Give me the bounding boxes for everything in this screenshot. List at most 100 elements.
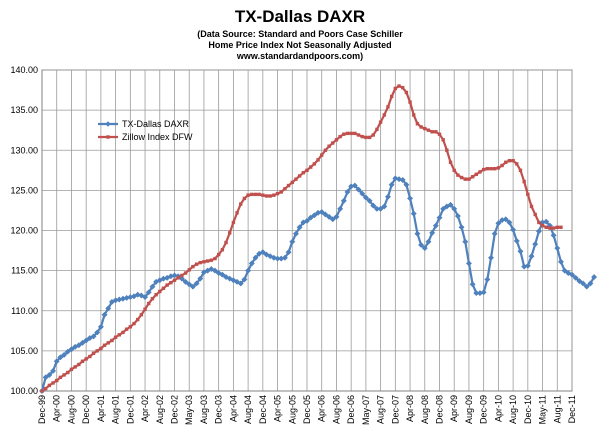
data-point: [447, 201, 454, 208]
data-point: [73, 365, 77, 369]
data-point: [312, 162, 317, 166]
data-point: [437, 132, 442, 136]
data-point: [268, 194, 272, 198]
data-point: [286, 183, 291, 188]
data-point: [425, 238, 432, 245]
x-tick-label: Aug-09: [464, 395, 474, 424]
data-point: [187, 268, 191, 272]
data-point: [337, 205, 344, 212]
data-point: [360, 134, 364, 139]
data-point: [40, 389, 44, 393]
x-tick-label: Dec-10: [523, 395, 533, 424]
data-point: [340, 197, 347, 204]
data-point: [279, 190, 283, 194]
data-point: [378, 120, 383, 124]
data-point: [95, 349, 99, 353]
data-point: [414, 230, 421, 237]
data-point: [211, 267, 219, 274]
x-tick-label: Dec-99: [37, 395, 47, 424]
x-tick-label: Aug-03: [199, 395, 209, 424]
data-point: [327, 144, 331, 148]
data-point: [84, 357, 88, 361]
data-point: [77, 362, 81, 367]
data-point: [101, 311, 108, 318]
data-point: [557, 258, 565, 265]
legend-label: TX-Dallas DAXR: [122, 119, 190, 129]
data-point: [189, 283, 196, 290]
data-point: [326, 213, 333, 220]
data-point: [485, 167, 490, 171]
data-point: [182, 278, 189, 285]
data-point: [94, 329, 101, 336]
y-tick-label: 115.00: [11, 266, 38, 276]
data-point: [322, 211, 329, 218]
data-point: [248, 260, 255, 267]
data-point: [186, 281, 193, 288]
y-tick-label: 140.00: [10, 65, 38, 75]
data-point: [228, 231, 232, 235]
data-point: [80, 359, 85, 364]
data-point: [384, 193, 392, 200]
data-point: [491, 230, 498, 237]
data-point: [110, 338, 114, 343]
plot-area: 100.00 105.00 110.00 115.00 120.00 125.00 130.…: [10, 65, 598, 425]
data-point: [386, 105, 390, 109]
data-point: [220, 248, 225, 252]
data-point: [458, 224, 465, 231]
data-point: [351, 182, 358, 189]
data-point: [513, 237, 520, 244]
data-point: [561, 267, 568, 274]
data-point: [495, 220, 502, 227]
data-point: [441, 138, 445, 142]
data-point: [259, 249, 266, 256]
data-point: [138, 292, 145, 299]
data-point: [53, 358, 60, 365]
data-point: [241, 276, 248, 283]
x-tick-label: Dec-08: [435, 395, 445, 424]
data-point: [169, 280, 173, 285]
data-point: [496, 166, 501, 170]
data-point: [149, 283, 156, 290]
data-point: [292, 230, 300, 237]
x-tick-label: Aug-00: [66, 395, 76, 424]
data-point: [198, 260, 202, 265]
data-point: [105, 305, 112, 312]
data-point: [543, 218, 550, 225]
data-point: [389, 94, 394, 99]
x-tick-label: Aug-11: [552, 395, 562, 423]
data-point: [518, 168, 523, 173]
data-point: [544, 225, 548, 229]
data-point: [202, 260, 206, 264]
data-point: [333, 213, 340, 220]
data-point: [143, 307, 147, 311]
data-point: [283, 187, 287, 191]
data-point: [502, 216, 509, 223]
data-point: [128, 325, 133, 329]
data-point: [440, 205, 447, 212]
chart-subtitle-line-3: www.standardandpoors.com): [236, 51, 363, 61]
data-point: [250, 192, 254, 197]
data-point: [311, 212, 318, 219]
data-point: [408, 100, 412, 104]
data-point: [412, 113, 416, 117]
data-point: [172, 278, 177, 282]
data-point: [301, 171, 306, 175]
data-point: [359, 190, 366, 197]
x-tick-label: Apr-06: [317, 395, 327, 422]
y-tick-label: 110.00: [11, 306, 38, 316]
data-point: [537, 220, 541, 225]
data-point: [75, 342, 82, 349]
y-tick-label: 120.00: [10, 226, 38, 236]
data-point: [216, 252, 221, 257]
data-point: [554, 245, 561, 252]
x-tick-label: Apr-08: [405, 395, 415, 422]
data-point: [257, 192, 261, 197]
series-daxr: [38, 175, 598, 395]
x-tick-label: Dec-07: [390, 395, 400, 424]
x-tick-label: Aug-08: [420, 395, 430, 424]
data-point: [68, 346, 75, 353]
x-tick-label: Apr-04: [228, 395, 238, 422]
data-point: [388, 181, 395, 188]
data-point: [79, 339, 86, 346]
